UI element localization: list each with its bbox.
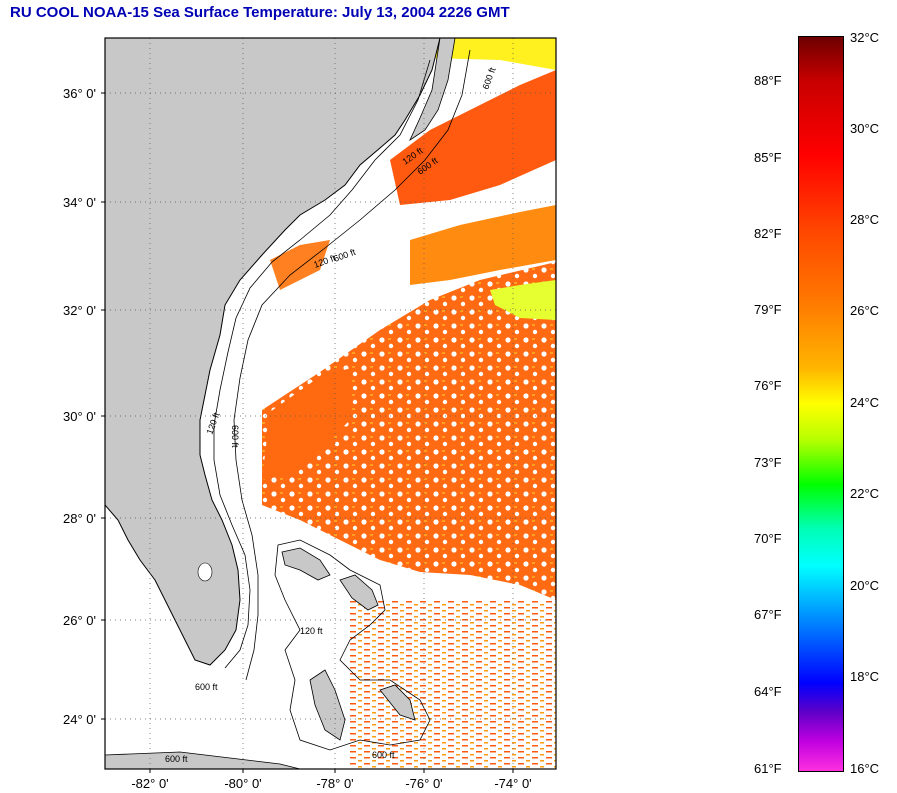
celsius-label: 22°C <box>850 486 880 501</box>
temperature-colorbar <box>798 36 844 772</box>
celsius-label: 18°C <box>850 669 880 684</box>
fahrenheit-label: 73°F <box>754 455 782 470</box>
sst-streak-region <box>350 600 556 769</box>
fahrenheit-label: 82°F <box>754 226 782 241</box>
axis-ticks <box>101 92 514 773</box>
lat-label: 36° 0' <box>63 86 96 101</box>
land-us <box>105 38 441 666</box>
contour-bahamas <box>274 539 431 751</box>
map-frame <box>104 37 557 770</box>
sst-gulfstream-region <box>390 70 556 205</box>
celsius-label: 20°C <box>850 578 880 593</box>
map-title: RU COOL NOAA-15 Sea Surface Temperature:… <box>10 4 510 21</box>
contour-label: 120 ft <box>300 626 323 636</box>
lat-label: 32° 0' <box>63 303 96 318</box>
fahrenheit-label: 67°F <box>754 607 782 622</box>
contour-600ft <box>233 49 471 681</box>
graticule <box>105 38 556 769</box>
land-bahamas-2 <box>339 574 379 611</box>
lon-label: -74° 0' <box>494 776 531 791</box>
land-outer-banks <box>409 38 456 142</box>
celsius-label: 16°C <box>850 761 880 776</box>
contour-120ft <box>213 59 431 669</box>
land-bahamas-4 <box>379 684 416 721</box>
contour-label: 600 ft <box>230 425 240 448</box>
fahrenheit-label: 88°F <box>754 73 782 88</box>
celsius-label: 28°C <box>850 212 880 227</box>
contour-label: 600 ft <box>372 750 395 760</box>
lat-label: 24° 0' <box>63 712 96 727</box>
lat-label: 26° 0' <box>63 613 96 628</box>
sst-cool-patch <box>490 280 556 320</box>
lon-label: -76° 0' <box>405 776 442 791</box>
celsius-label: 24°C <box>850 395 880 410</box>
sst-carolina-band <box>410 205 556 285</box>
contour-label: 600 ft <box>195 682 218 692</box>
fahrenheit-label: 76°F <box>754 378 782 393</box>
sst-warm-region <box>262 262 556 600</box>
lat-label: 30° 0' <box>63 409 96 424</box>
sst-south-region <box>262 368 352 480</box>
lake-okeechobee <box>197 562 213 582</box>
celsius-label: 26°C <box>850 303 880 318</box>
land-bahamas-1 <box>281 547 331 581</box>
contour-label: 600 ft <box>165 754 188 764</box>
lon-label: -78° 0' <box>316 776 353 791</box>
fahrenheit-label: 79°F <box>754 302 782 317</box>
celsius-label: 30°C <box>850 121 880 136</box>
lon-label: -80° 0' <box>224 776 261 791</box>
fahrenheit-label: 70°F <box>754 531 782 546</box>
fahrenheit-label: 61°F <box>754 761 782 776</box>
land-cuba <box>105 751 301 769</box>
fahrenheit-label: 64°F <box>754 684 782 699</box>
lon-label: -82° 0' <box>131 776 168 791</box>
fahrenheit-label: 85°F <box>754 150 782 165</box>
sst-coastal-patch <box>270 240 330 290</box>
map-area: 600 ft 120 ft 600 ft 120 ft 600 ft 600 f… <box>105 38 556 769</box>
lat-label: 28° 0' <box>63 511 96 526</box>
celsius-label: 32°C <box>850 30 880 45</box>
lat-label: 34° 0' <box>63 195 96 210</box>
land-bahamas-3 <box>309 669 346 741</box>
